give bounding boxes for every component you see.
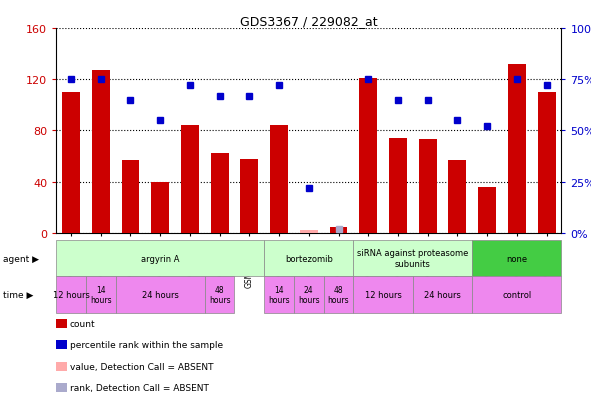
Text: control: control <box>502 290 531 299</box>
Bar <box>449 161 466 233</box>
Bar <box>300 231 318 233</box>
Text: 12 hours: 12 hours <box>53 290 89 299</box>
Text: count: count <box>70 319 95 328</box>
Text: 24
hours: 24 hours <box>298 285 320 304</box>
Bar <box>419 140 437 233</box>
Bar <box>538 93 556 233</box>
Text: 12 hours: 12 hours <box>365 290 401 299</box>
Bar <box>270 126 288 233</box>
Text: value, Detection Call = ABSENT: value, Detection Call = ABSENT <box>70 362 213 371</box>
Bar <box>62 93 80 233</box>
Text: 14
hours: 14 hours <box>268 285 290 304</box>
Text: time ▶: time ▶ <box>3 290 33 299</box>
Text: 24 hours: 24 hours <box>142 290 178 299</box>
Text: siRNA against proteasome
subunits: siRNA against proteasome subunits <box>357 249 469 268</box>
Title: GDS3367 / 229082_at: GDS3367 / 229082_at <box>240 15 378 28</box>
Text: agent ▶: agent ▶ <box>3 254 39 263</box>
Bar <box>389 139 407 233</box>
Text: 48
hours: 48 hours <box>209 285 230 304</box>
Text: 24 hours: 24 hours <box>424 290 461 299</box>
Text: percentile rank within the sample: percentile rank within the sample <box>70 340 223 349</box>
Text: none: none <box>506 254 527 263</box>
Bar <box>478 188 496 233</box>
Text: 14
hours: 14 hours <box>90 285 112 304</box>
Text: argyrin A: argyrin A <box>141 254 180 263</box>
Bar <box>241 159 258 233</box>
Bar <box>151 182 169 233</box>
Bar <box>330 227 348 233</box>
Bar <box>359 79 377 233</box>
Text: 48
hours: 48 hours <box>327 285 349 304</box>
Bar <box>181 126 199 233</box>
Text: rank, Detection Call = ABSENT: rank, Detection Call = ABSENT <box>70 383 209 392</box>
Text: bortezomib: bortezomib <box>285 254 333 263</box>
Bar <box>508 65 526 233</box>
Bar <box>211 154 229 233</box>
Bar <box>122 161 139 233</box>
Bar <box>92 71 110 233</box>
